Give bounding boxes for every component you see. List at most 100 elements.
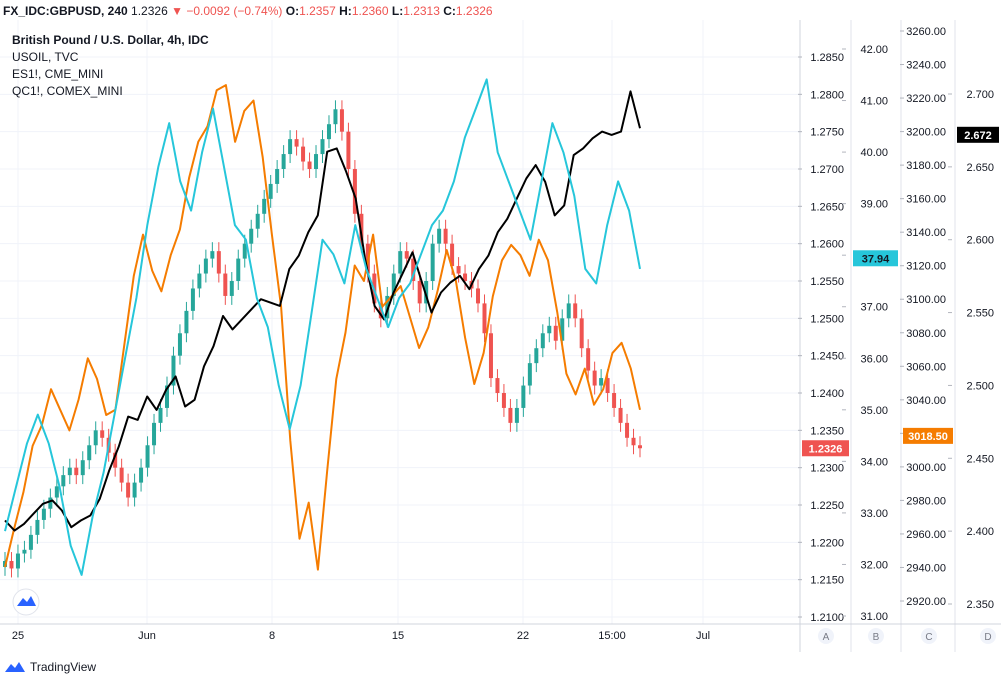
candle [93, 421, 98, 455]
time-axis[interactable]: 25 Jun 8 15 22 15:00 Jul A B C D [12, 628, 996, 644]
price-tag-a: 1.2326 [802, 440, 849, 457]
axis-c-label: 3220.00 [906, 93, 946, 105]
price-change: −0.0092 (−0.74%) [186, 4, 283, 18]
price-tags: 1.2326 37.94 3018.50 2.672 [12, 126, 999, 616]
candle [203, 249, 208, 283]
candle [41, 499, 46, 529]
candle [514, 398, 519, 432]
candle [61, 466, 66, 496]
axis-a-label: 1.2500 [810, 313, 844, 325]
grid [0, 20, 1001, 652]
candle [501, 384, 506, 417]
candle [326, 115, 331, 149]
candle [307, 152, 312, 178]
axis-a-label: 1.2600 [810, 239, 844, 251]
price-tag-d: 2.672 [957, 126, 999, 143]
time-axis-label: Jun [138, 630, 156, 642]
candle [268, 174, 273, 208]
axis-a-label: 1.2150 [810, 575, 844, 587]
axis-d-button[interactable]: D [980, 628, 996, 644]
candle [197, 264, 202, 298]
time-axis-label: 15:00 [598, 630, 626, 642]
axis-b-label: 40.00 [860, 147, 888, 159]
candle [223, 264, 228, 305]
candle [236, 249, 241, 290]
candle [391, 264, 396, 305]
axis-a-label: 1.2450 [810, 351, 844, 363]
axis-a-button[interactable]: A [818, 628, 834, 644]
candle [145, 436, 150, 477]
axis-c-label: 3240.00 [906, 60, 946, 72]
axis-b-label: 34.00 [860, 456, 888, 468]
axis-c-label: 3040.00 [906, 395, 946, 407]
close-value: 1.2326 [455, 4, 493, 18]
down-arrow-icon: ▼ [171, 4, 183, 18]
candle [618, 398, 623, 432]
axis-a-label: 1.2250 [810, 500, 844, 512]
candle [424, 272, 429, 313]
candle [67, 458, 72, 485]
candle [320, 130, 325, 164]
candle [184, 301, 189, 343]
price-axes[interactable]: 1.2100 1.2150 1.2200 1.2250 1.2300 1.2350 1.24… [798, 26, 994, 624]
candle [15, 544, 20, 578]
svg-text:37.94: 37.94 [862, 253, 890, 265]
candle [139, 458, 144, 492]
symbol-name[interactable]: FX_IDC:GBPUSD, 240 [3, 4, 128, 18]
axis-d-label: 2.650 [966, 162, 994, 174]
legend-title[interactable]: British Pound / U.S. Dollar, 4h, IDC [12, 33, 209, 47]
axis-c-label: 3060.00 [906, 361, 946, 373]
candle [171, 346, 176, 395]
candle [113, 443, 118, 477]
axis-c-label: 3180.00 [906, 160, 946, 172]
axis-a-label: 1.2200 [810, 537, 844, 549]
axis-d-label: 2.700 [966, 89, 994, 101]
candle [346, 122, 351, 178]
candle [540, 324, 545, 358]
axis-d-label: 2.600 [966, 235, 994, 247]
candle [638, 436, 642, 458]
candle [592, 361, 597, 395]
tradingview-logo-icon[interactable] [4, 660, 26, 674]
axis-d-label: 2.400 [966, 526, 994, 538]
legend-item-usoil[interactable]: USOIL, TVC [12, 50, 79, 64]
legend-item-es1[interactable]: ES1!, CME_MINI [12, 67, 104, 81]
axis-b-button[interactable]: B [868, 628, 884, 644]
time-axis-label: 15 [392, 630, 404, 642]
candle [314, 145, 319, 178]
svg-text:B: B [873, 632, 880, 643]
candle [579, 309, 584, 358]
axis-b-label: 31.00 [860, 611, 888, 623]
candle [398, 242, 403, 283]
candle [9, 552, 14, 578]
axis-b-label: 33.00 [860, 508, 888, 520]
candle [417, 272, 422, 313]
candle [177, 324, 182, 365]
price-chart[interactable]: 1.2100 1.2150 1.2200 1.2250 1.2300 1.2350 1.24… [0, 20, 1001, 656]
candle [210, 242, 215, 268]
price-tag-c: 3018.50 [903, 427, 953, 444]
tradingview-brand[interactable]: TradingView [30, 660, 97, 674]
candle [547, 316, 552, 343]
candle [294, 130, 299, 156]
chart-logo-icon[interactable] [12, 588, 40, 616]
axis-c-label: 2960.00 [906, 529, 946, 541]
candle [586, 339, 591, 380]
candle [87, 436, 92, 470]
candle [385, 286, 390, 328]
axis-d-label: 2.550 [966, 308, 994, 320]
candle [158, 398, 163, 432]
time-axis-label: 25 [12, 630, 24, 642]
candle [80, 451, 85, 485]
svg-text:1.2326: 1.2326 [809, 443, 843, 455]
chart-legend: British Pound / U.S. Dollar, 4h, IDC USO… [12, 32, 209, 100]
legend-item-qc1[interactable]: QC1!, COMEX_MINI [12, 84, 123, 98]
axis-a-label: 1.2350 [810, 425, 844, 437]
axis-c-label: 3000.00 [906, 462, 946, 474]
axis-c-button[interactable]: C [921, 628, 937, 644]
candle [476, 279, 481, 313]
high-label: H: [339, 4, 352, 18]
candle [566, 294, 571, 328]
candle [463, 264, 468, 290]
axis-a-label: 1.2100 [810, 612, 844, 624]
